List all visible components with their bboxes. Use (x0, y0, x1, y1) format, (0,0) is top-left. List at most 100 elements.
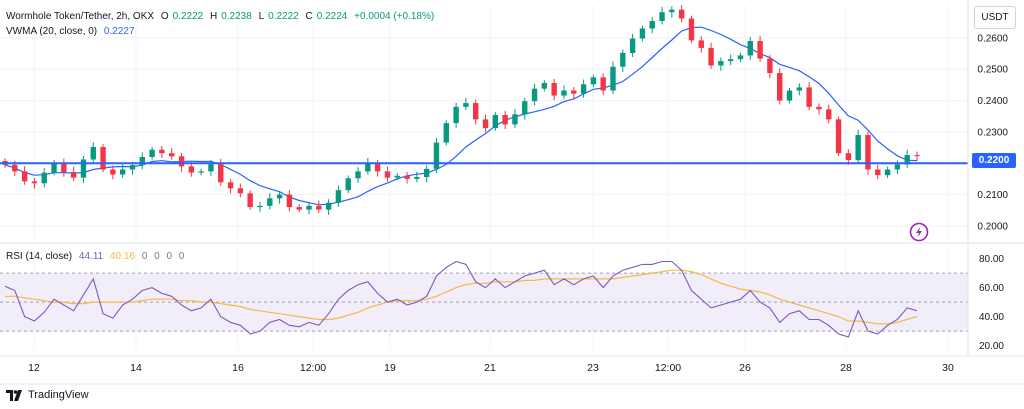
candle-body (551, 83, 557, 96)
candle-body (365, 163, 371, 172)
candle (767, 55, 773, 79)
candle (149, 146, 155, 160)
candle (708, 42, 714, 69)
close-value: 0.2224 (316, 11, 348, 22)
candle (580, 79, 587, 98)
candle (610, 61, 616, 94)
candle-body (796, 87, 803, 91)
candle-body (855, 135, 861, 161)
candle-body (531, 88, 538, 102)
candle (688, 15, 695, 44)
candle-body (139, 156, 145, 166)
candle (384, 166, 391, 182)
time-tick-label: 26 (739, 362, 751, 374)
candle-body (826, 109, 832, 120)
rsi-legend[interactable]: RSI (14, close) 44.11 40.16 0 0 0 0 (6, 251, 188, 262)
candle-body (188, 166, 195, 173)
candle-body (345, 178, 351, 191)
candle-body (404, 175, 410, 179)
candle-body (433, 142, 440, 169)
candle (522, 97, 528, 120)
price-tick-label: 0.2600 (977, 33, 1008, 44)
candle (100, 144, 106, 173)
candle-body (884, 169, 891, 176)
candle (747, 36, 753, 61)
price-tick-label: 0.2000 (977, 221, 1008, 232)
pane-separators (0, 0, 1024, 385)
candle-body (875, 169, 881, 176)
candle-body (610, 66, 616, 91)
candle-body (286, 194, 293, 208)
time-tick-label: 21 (484, 362, 496, 374)
candle (678, 5, 685, 23)
candle-body (512, 114, 518, 125)
candle-body (816, 106, 822, 110)
candle-body (639, 28, 646, 39)
close-label: C (305, 11, 313, 22)
candle (325, 199, 332, 215)
candle-body (267, 198, 273, 206)
candle-body (747, 41, 753, 56)
candle (169, 147, 175, 160)
candle (875, 164, 881, 180)
candle (463, 97, 469, 111)
candle-body (698, 40, 704, 48)
candle (306, 201, 312, 215)
candle-body (590, 77, 597, 85)
candle-body (708, 47, 714, 66)
candle-body (100, 146, 106, 170)
candle-body (718, 61, 724, 66)
vwma-legend[interactable]: VWMA (20, close, 0) 0.2227 (6, 26, 139, 37)
candle-body (31, 181, 38, 184)
candle (727, 54, 734, 66)
candle (227, 178, 234, 194)
candle (296, 204, 302, 213)
candle (119, 164, 126, 178)
candle-body (463, 103, 469, 107)
candle-body (218, 164, 224, 183)
symbol-legend: Wormhole Token/Tether, 2h, OKX O 0.2222 H… (6, 11, 438, 22)
rsi-extra-value: 0 (178, 251, 185, 262)
rsi-layer (4, 260, 918, 338)
candle (669, 6, 675, 18)
price-tick-label: 0.2500 (977, 65, 1008, 76)
price-tick-label: 0.2400 (977, 96, 1008, 107)
candle (620, 49, 626, 73)
candle (796, 83, 803, 96)
candle (267, 193, 273, 210)
candle (198, 168, 204, 176)
candle-body (894, 164, 901, 170)
time-tick-label: 12:00 (300, 362, 326, 374)
candle-body (502, 114, 508, 125)
footer: TradingView (0, 385, 200, 405)
low-label: L (258, 11, 265, 22)
rsi-tick-label: 20.00 (979, 341, 1004, 352)
candle-body (914, 155, 920, 157)
currency-button[interactable]: USDT (974, 6, 1016, 29)
candle (335, 185, 342, 207)
vwma-label: VWMA (20, close, 0) (6, 26, 98, 37)
candle-body (110, 169, 116, 175)
candle (659, 6, 665, 25)
vwma-layer (4, 26, 918, 206)
candle-body (306, 205, 312, 210)
candle-body (600, 77, 606, 91)
rsi-label: RSI (14, close) (6, 251, 73, 262)
candle (80, 156, 87, 183)
candle-body (737, 55, 744, 60)
candle-body (443, 123, 449, 143)
candle (531, 83, 538, 106)
candle-body (355, 171, 361, 179)
candle (551, 78, 557, 101)
candle-body (51, 162, 57, 173)
candle (365, 157, 371, 175)
candle (482, 114, 489, 133)
candle (629, 33, 636, 58)
price-axis: 0.20000.21000.22000.23000.24000.25000.26… (977, 33, 1008, 232)
candle (453, 102, 459, 128)
candle (41, 167, 47, 188)
time-tick-label: 16 (232, 362, 244, 374)
candle (473, 99, 479, 125)
flash-icon[interactable] (908, 221, 930, 243)
